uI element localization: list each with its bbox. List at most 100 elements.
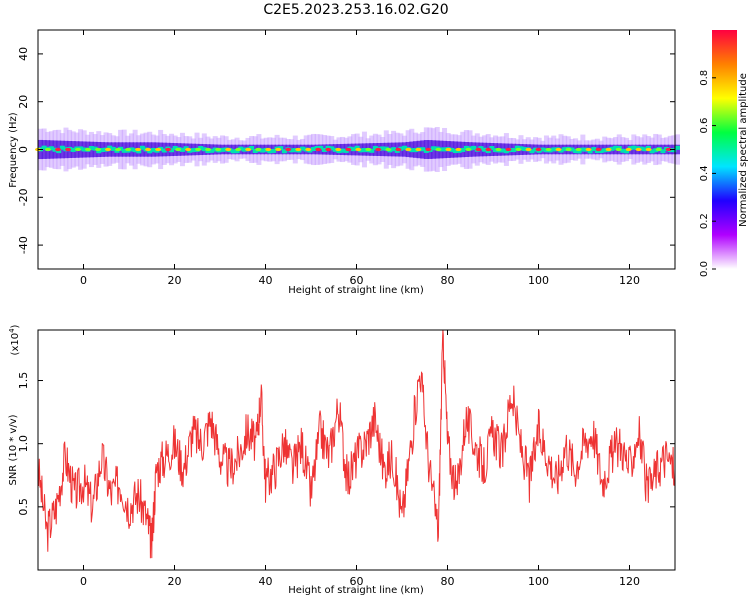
snr-multiplier-base: (x10 xyxy=(10,333,21,356)
spectrogram-x-tick-label: 0 xyxy=(80,274,87,287)
spectrogram-hotspot xyxy=(285,147,292,152)
spectrogram-y-tick-label: 0 xyxy=(17,146,30,153)
colorbar-gradient xyxy=(712,30,737,269)
spectrogram-core-cell xyxy=(351,147,357,152)
spectrogram-hotspot xyxy=(215,147,222,152)
spectrogram-core-cell xyxy=(602,148,608,153)
spectrogram-core-cell xyxy=(660,149,666,154)
spectrogram-hotspot xyxy=(425,147,432,152)
snr-y-tick-label: 0.5 xyxy=(17,498,30,516)
spectrogram-y-tick-label: -40 xyxy=(17,236,30,254)
spectrogram-core-cell xyxy=(110,146,116,151)
spectrogram-hotspot xyxy=(465,147,472,152)
spectrogram-panel: 0 20 40 60 80 100 120 -40 -20 0 20 40 Height of st… xyxy=(8,29,680,296)
spectrogram-core-cell xyxy=(329,146,335,151)
spectrogram-hotspot xyxy=(165,147,172,152)
spectrogram-core-cell xyxy=(671,148,677,153)
spectrogram-core-cell xyxy=(289,148,295,153)
spectrogram-hotspot xyxy=(395,147,402,152)
spectrogram-core-cell xyxy=(576,149,582,154)
spectrogram-core-cell xyxy=(409,148,415,153)
spectrogram-hotspot xyxy=(335,147,342,152)
spectrogram-hotspot xyxy=(315,147,322,152)
snr-x-tick-label: 80 xyxy=(441,575,455,588)
spectrogram-hotspot xyxy=(375,147,382,152)
spectrogram-core-cell xyxy=(518,146,524,151)
spectrogram-core-cell xyxy=(70,147,76,152)
spectrogram-core-cell xyxy=(78,146,84,151)
spectrogram-x-ticks: 0 20 40 60 80 100 120 xyxy=(80,30,640,287)
spectrogram-core-cell xyxy=(522,147,528,152)
spectrogram-hotspot xyxy=(515,147,522,152)
spectrogram-x-tick-label: 40 xyxy=(259,274,273,287)
spectrogram-core-cell xyxy=(172,145,178,150)
spectrogram-core-cell xyxy=(675,145,680,150)
spectrogram-core-cell xyxy=(150,147,156,152)
snr-x-tick-label: 60 xyxy=(350,575,364,588)
spectrogram-hotspot xyxy=(505,147,512,152)
chart-title: C2E5.2023.253.16.02.G20 xyxy=(263,2,448,18)
colorbar-label: Normalized spectral amplitude xyxy=(738,73,749,227)
spectrogram-hotspot xyxy=(665,147,672,152)
snr-x-ticks: 0 20 40 60 80 100 120 xyxy=(80,330,640,588)
spectrogram-core-cell xyxy=(81,147,87,152)
spectrogram-x-tick-label: 60 xyxy=(350,274,364,287)
spectrogram-hotspot xyxy=(455,147,462,152)
colorbar-tick-label: 0.4 xyxy=(699,165,710,181)
spectrogram-core-cell xyxy=(318,145,324,150)
spectrogram-hotspot xyxy=(65,147,72,152)
spectrogram-hotspot xyxy=(525,147,532,152)
spectrogram-core-cell xyxy=(332,147,338,152)
spectrogram-core-cell xyxy=(121,148,127,153)
spectrogram-hotspot xyxy=(85,147,92,152)
spectrogram-core-cell xyxy=(300,146,306,151)
spectrogram-hotspot xyxy=(295,147,302,152)
spectrogram-hotspot xyxy=(405,147,412,152)
spectrogram-hotspot xyxy=(95,147,102,152)
spectrogram-core-cell xyxy=(321,147,327,152)
spectrogram-core-cell xyxy=(380,146,386,151)
spectrogram-core-cell xyxy=(529,149,535,154)
spectrogram-core-cell xyxy=(558,148,564,153)
spectrogram-y-label: Frequency (Hz) xyxy=(8,112,19,188)
colorbar-tick-label: 0.0 xyxy=(699,261,710,277)
spectrogram-core-cell xyxy=(471,145,477,150)
spectrogram-core-cell xyxy=(449,147,455,152)
snr-y-ticks: 0.5 1.0 1.5 xyxy=(17,372,675,516)
spectrogram-hotspot xyxy=(75,147,82,152)
spectrogram-y-tick-label: -20 xyxy=(17,188,30,206)
spectrogram-hotspot xyxy=(535,147,542,152)
spectrogram-core-cell xyxy=(598,149,604,154)
spectrogram-core-cell xyxy=(311,147,316,152)
snr-y-tick-label: 1.0 xyxy=(17,435,30,453)
spectrogram-core-cell xyxy=(580,147,586,152)
snr-y-tick-label: 1.5 xyxy=(17,372,30,390)
spectrogram-core-cell xyxy=(594,149,600,154)
spectrogram-core-cell xyxy=(460,147,466,152)
spectrogram-hotspot xyxy=(275,147,282,152)
spectrogram-hotspot xyxy=(355,147,362,152)
spectrogram-hotspot xyxy=(245,147,252,152)
snr-x-tick-label: 40 xyxy=(259,575,273,588)
spectrogram-core-cell xyxy=(234,149,240,154)
spectrogram-core-cell xyxy=(493,148,498,153)
spectrogram-hotspot xyxy=(325,147,332,152)
spectrogram-hotspot xyxy=(485,147,492,152)
spectrogram-core-cell xyxy=(391,147,397,152)
spectrogram-core-cell xyxy=(489,146,495,151)
spectrogram-core-cell xyxy=(540,147,546,152)
spectrogram-hotspot xyxy=(135,147,142,152)
spectrogram-hotspot xyxy=(45,147,52,152)
spectrogram-core-cell xyxy=(343,148,349,153)
spectrogram-hotspot xyxy=(185,147,192,152)
spectrogram-core-cell xyxy=(620,148,626,153)
spectrogram-core-cell xyxy=(252,149,258,154)
spectrogram-hotspot xyxy=(115,147,122,152)
spectrogram-x-label: Height of straight line (km) xyxy=(288,285,424,296)
snr-x-tick-label: 120 xyxy=(619,575,640,588)
colorbar-tick-label: 0.6 xyxy=(699,118,710,134)
spectrogram-hotspot xyxy=(495,147,502,152)
spectrogram-core-cell xyxy=(132,148,138,153)
spectrogram-core-cell xyxy=(336,149,342,154)
spectrogram-core-cell xyxy=(551,147,557,152)
